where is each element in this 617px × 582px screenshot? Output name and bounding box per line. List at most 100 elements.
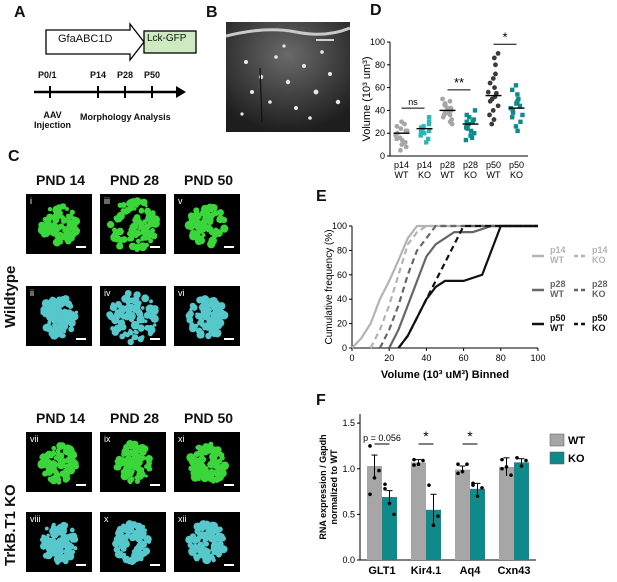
- data-point: [399, 119, 405, 125]
- data-point: [489, 121, 495, 127]
- data-point: [500, 457, 504, 462]
- data-point: [491, 117, 497, 122]
- data-point: [445, 110, 450, 116]
- y-tick-label: 60: [375, 83, 385, 93]
- tile-label: xi: [178, 434, 185, 444]
- category-label: Kir4.1: [411, 565, 442, 577]
- svg-text:p14: p14: [417, 160, 432, 170]
- x-tick-label: 40: [421, 353, 431, 363]
- data-point: [463, 125, 469, 130]
- y-tick-label: 20: [337, 319, 347, 329]
- data-point: [448, 105, 454, 111]
- panel-a-letter: A: [14, 4, 26, 21]
- category-label: Aq4: [460, 565, 482, 577]
- data-point: [471, 481, 475, 486]
- wt-render-tile: ii: [26, 286, 92, 346]
- wt-render-tile: iv: [100, 286, 166, 346]
- tile-label: viii: [30, 514, 41, 524]
- data-point: [465, 462, 469, 466]
- data-point: [421, 124, 426, 129]
- ko-pnd28: PND 28: [110, 410, 160, 426]
- scale-bar: [224, 246, 234, 248]
- data-point: [495, 103, 501, 109]
- astrocyte-image: [40, 295, 79, 340]
- cell-blob: [112, 520, 152, 565]
- data-point: [487, 112, 492, 118]
- data-point: [440, 96, 445, 102]
- data-point: [426, 128, 432, 134]
- cell-blob: [185, 520, 228, 565]
- ko-gfp-tile: vii: [26, 432, 92, 492]
- scale-bar: [76, 484, 86, 486]
- bar: [367, 466, 382, 560]
- x-tick-label: 0: [349, 353, 354, 363]
- wt-pnd14: PND 14: [36, 172, 86, 188]
- data-point: [372, 476, 377, 480]
- cell-blob: [184, 203, 229, 249]
- data-point: [416, 462, 421, 466]
- data-point: [490, 108, 496, 113]
- data-point: [513, 83, 519, 88]
- astrocyte-image: [37, 203, 81, 247]
- scale-bar: [150, 338, 160, 340]
- micrograph: [226, 22, 350, 132]
- data-point: [515, 92, 520, 97]
- cell-blob: [39, 521, 79, 565]
- tile-label: v: [178, 196, 183, 206]
- svg-text:p14: p14: [394, 160, 409, 170]
- svg-text:WT: WT: [550, 323, 564, 333]
- data-point: [470, 119, 475, 124]
- ko-render-tile: x: [100, 512, 166, 572]
- astrocyte-image: [113, 440, 153, 485]
- bar: [455, 469, 470, 560]
- x-tick-label: 20: [384, 353, 394, 363]
- data-point: [418, 133, 423, 138]
- data-point: [510, 115, 515, 120]
- data-point: [368, 492, 372, 497]
- scale-bar: [224, 484, 234, 486]
- series-line: [397, 224, 538, 349]
- svg-text:WT: WT: [550, 255, 564, 265]
- cell-blob: [106, 197, 160, 252]
- panel-d-letter: D: [370, 2, 382, 19]
- svg-text:p28: p28: [463, 160, 478, 170]
- data-point: [480, 486, 484, 490]
- data-point: [424, 140, 429, 145]
- data-point: [464, 112, 469, 118]
- cell-blob: [113, 440, 153, 485]
- cell-blob: [37, 203, 81, 247]
- scale-bar: [76, 338, 86, 340]
- scale-bar: [76, 564, 86, 566]
- data-point: [493, 71, 498, 77]
- data-point: [493, 90, 499, 96]
- y-tick-label: 60: [337, 270, 347, 280]
- svg-text:KO: KO: [510, 170, 523, 180]
- scale-bar: [76, 246, 86, 248]
- svg-text:WT: WT: [550, 289, 564, 299]
- data-point: [491, 55, 497, 61]
- category-label: GLT1: [368, 565, 395, 577]
- data-point: [394, 136, 400, 142]
- svg-text:KO: KO: [592, 289, 606, 299]
- astrocyte-image: [106, 289, 159, 346]
- y-tick-label: 0.0: [342, 555, 355, 565]
- bar: [470, 488, 485, 560]
- morphology-label: Morphology Analysis: [80, 112, 171, 122]
- data-point: [392, 512, 396, 517]
- svg-text:KO: KO: [592, 323, 606, 333]
- data-point: [485, 89, 491, 95]
- wt-gfp-tile: iii: [100, 194, 166, 254]
- y-tick-label: 100: [332, 221, 347, 231]
- data-point: [490, 76, 496, 81]
- data-point: [403, 128, 409, 134]
- svg-text:WT: WT: [487, 170, 501, 180]
- y-tick-label: 1.0: [342, 464, 355, 474]
